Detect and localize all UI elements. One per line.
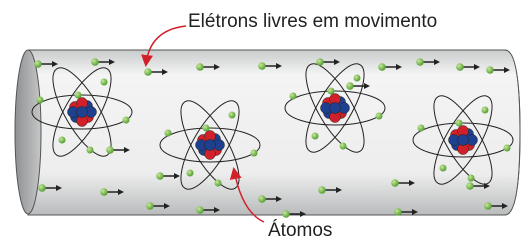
nucleon: [330, 103, 341, 114]
electron: [106, 146, 114, 154]
bound-electron: [290, 93, 297, 100]
bound-electron: [376, 113, 383, 120]
electron: [34, 60, 42, 68]
bound-electron: [215, 180, 222, 187]
bound-electron: [87, 147, 94, 154]
electron: [196, 206, 204, 214]
bound-electron: [456, 120, 463, 127]
electron: [146, 202, 154, 210]
bound-electron: [187, 170, 194, 177]
bound-electron: [354, 75, 361, 82]
nucleon: [458, 135, 469, 146]
bound-electron: [340, 143, 347, 150]
electron: [282, 210, 290, 218]
electron: [156, 172, 164, 180]
electron: [391, 179, 399, 187]
electron: [346, 82, 354, 90]
bound-electron: [440, 165, 447, 172]
electron: [258, 62, 266, 70]
electron: [196, 63, 204, 71]
bound-electron: [203, 125, 210, 132]
bound-electron: [123, 117, 130, 124]
electron: [144, 68, 152, 76]
electrons-label: Elétrons livres em movimento: [188, 11, 437, 32]
electron: [484, 202, 492, 210]
nucleon: [205, 140, 216, 151]
bound-electron: [504, 145, 511, 152]
bound-electron: [101, 79, 108, 86]
nucleon: [77, 107, 88, 118]
electron: [394, 208, 402, 216]
bound-electron: [468, 175, 475, 182]
electron: [378, 63, 386, 71]
electron: [316, 58, 324, 66]
electron: [258, 195, 266, 203]
electron: [486, 66, 494, 74]
bound-electron: [37, 97, 44, 104]
atoms-label: Átomos: [268, 220, 332, 241]
bound-electron: [328, 88, 335, 95]
electron: [91, 58, 99, 66]
bound-electron: [229, 112, 236, 119]
bound-electron: [482, 107, 489, 114]
bound-electron: [418, 125, 425, 132]
electron: [100, 188, 108, 196]
electron: [318, 186, 326, 194]
electron: [466, 182, 474, 190]
page: Elétrons livres em movimento Átomos (() …: [0, 0, 528, 242]
bound-electron: [165, 130, 172, 137]
diagram: Elétrons livres em movimento Átomos: [0, 0, 528, 242]
bound-electron: [75, 92, 82, 99]
bound-electron: [251, 150, 258, 157]
electron: [456, 63, 464, 71]
bound-electron: [312, 133, 319, 140]
electron: [416, 58, 424, 66]
bound-electron: [59, 137, 66, 144]
electron: [38, 184, 46, 192]
